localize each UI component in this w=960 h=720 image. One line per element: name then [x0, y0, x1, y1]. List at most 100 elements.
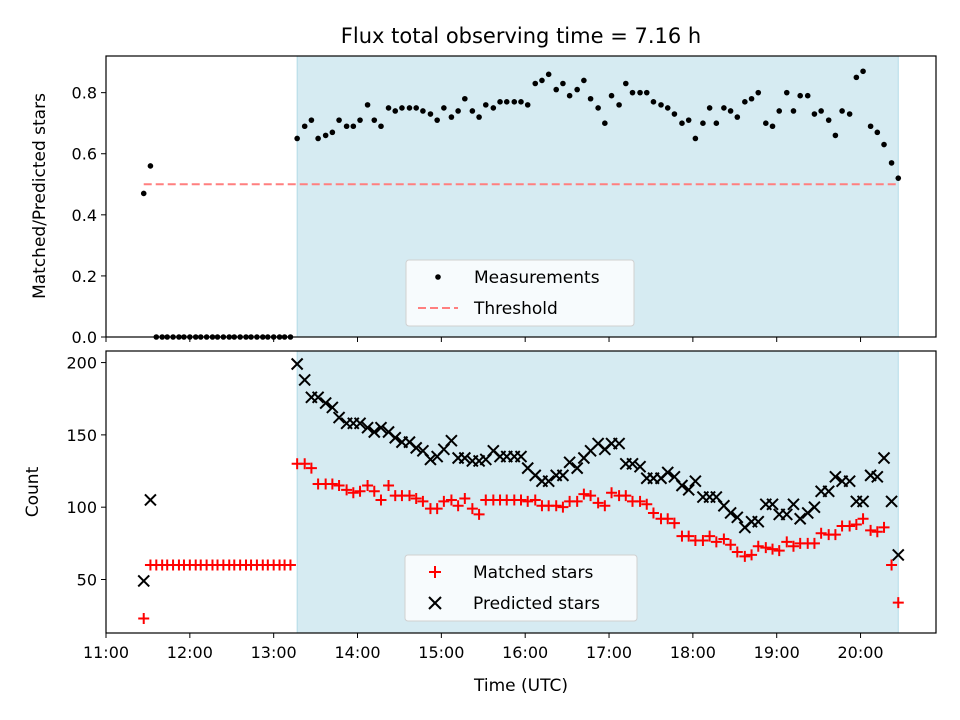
predicted-stars-point [311, 391, 325, 404]
predicted-stars-point [793, 512, 807, 525]
measurement-point [371, 117, 378, 123]
measurement-point [742, 99, 748, 105]
top-y-tick-label: 0.2 [72, 267, 97, 286]
matched-stars-point [571, 495, 583, 507]
predicted-stars-point [808, 500, 821, 514]
matched-stars-point [375, 494, 387, 506]
matched-stars-point [417, 495, 429, 507]
predicted-stars-point [752, 515, 765, 528]
x-tick-label: 14:00 [334, 643, 380, 662]
bottom-x-ticks: 11:00 12:00 13:00 14:00 15:00 16:00 17:00 18:00… [83, 633, 884, 662]
matched-stars-point [781, 536, 793, 548]
measurement-point [322, 132, 329, 139]
legend-measurements-marker [435, 274, 441, 280]
measurement-point [308, 117, 315, 123]
x-tick-label: 13:00 [251, 643, 297, 662]
measurement-point [497, 99, 503, 105]
measurement-point [294, 135, 300, 142]
matched-stars-point [697, 534, 709, 546]
matched-stars-point [473, 508, 485, 520]
matched-stars-point [857, 513, 869, 525]
measurement-point [825, 117, 832, 123]
predicted-stars-point [892, 548, 905, 562]
measurement-point [399, 105, 405, 111]
measurement-point [874, 129, 881, 136]
measurement-point [560, 80, 566, 87]
matched-stars-point [731, 546, 743, 558]
measurement-point [385, 105, 392, 111]
matched-stars-point [326, 478, 338, 490]
matched-stars-point [710, 536, 722, 548]
matched-stars-point [585, 490, 597, 502]
matched-stars-point [347, 487, 359, 499]
measurement-point [832, 132, 839, 139]
matched-stars-point [871, 526, 883, 538]
matched-stars-point [452, 500, 464, 512]
measurement-point [839, 108, 845, 114]
measurement-point [608, 92, 615, 99]
measurement-point [441, 105, 447, 111]
measurement-point [727, 108, 734, 114]
predicted-stars-point [556, 469, 570, 482]
matched-stars-point [787, 540, 799, 552]
measurement-point [818, 108, 824, 114]
measurement-point [378, 123, 384, 130]
predicted-stars-point [374, 421, 388, 434]
matched-stars-point [641, 498, 653, 510]
predicted-stars-point [682, 483, 695, 497]
top-y-tick-label: 0.4 [72, 206, 97, 225]
matched-stars-point [865, 524, 877, 536]
measurement-point [539, 77, 545, 84]
measurement-point [574, 86, 580, 93]
measurement-point [140, 190, 147, 197]
matched-stars-point [704, 530, 716, 542]
measurement-point [448, 114, 455, 120]
measurement-point [524, 102, 531, 108]
matched-stars-point [438, 495, 450, 507]
top-plot-frame [105, 55, 937, 338]
measurement-point [336, 117, 342, 123]
measurement-point [804, 92, 811, 99]
top-x-ticks [105, 337, 862, 342]
measurement-point [671, 111, 678, 117]
predicted-stars-point [144, 493, 157, 507]
measurement-point [860, 68, 866, 75]
measurement-point [553, 86, 560, 93]
measurement-point [679, 120, 685, 126]
x-tick-label: 18:00 [670, 643, 716, 662]
measurement-point [147, 163, 154, 169]
measurement-point [301, 123, 308, 130]
predicted-stars-point [542, 474, 555, 488]
x-tick-label: 11:00 [83, 643, 129, 662]
measurement-point [490, 105, 497, 111]
matched-stars-point [466, 503, 478, 515]
x-axis-label: Time (UTC) [473, 676, 568, 696]
measurement-point [846, 111, 853, 117]
predicted-stars-point [843, 474, 856, 488]
matched-stars-point [362, 479, 374, 491]
x-tick-label: 20:00 [837, 643, 883, 662]
matched-stars-point [844, 520, 856, 532]
predicted-stars-point [445, 434, 458, 447]
predicted-stars-point [885, 495, 898, 508]
matched-stars-point [410, 493, 422, 505]
bottom-plot-frame [105, 350, 937, 634]
legend-measurements-label: Measurements [474, 268, 600, 288]
measurement-point [518, 99, 524, 105]
matched-stars-point [592, 497, 604, 509]
matched-stars-point [850, 519, 862, 531]
bottom-y-ticks: 50 100 150 200 [66, 354, 106, 589]
measurement-point [532, 80, 539, 87]
legend-predicted-marker [428, 596, 442, 610]
bottom-y-tick-label: 50 [77, 570, 97, 589]
measurement-point [462, 95, 468, 102]
matched-stars-point [808, 537, 820, 549]
bottom-y-tick-label: 150 [66, 426, 97, 445]
predicted-stars-point [829, 470, 842, 484]
matched-stars-point [368, 485, 380, 497]
matched-stars-point [878, 521, 890, 533]
legend-predicted-label: Predicted stars [473, 594, 600, 614]
measurement-point [427, 111, 434, 117]
top-y-tick-label: 0.6 [72, 145, 97, 164]
